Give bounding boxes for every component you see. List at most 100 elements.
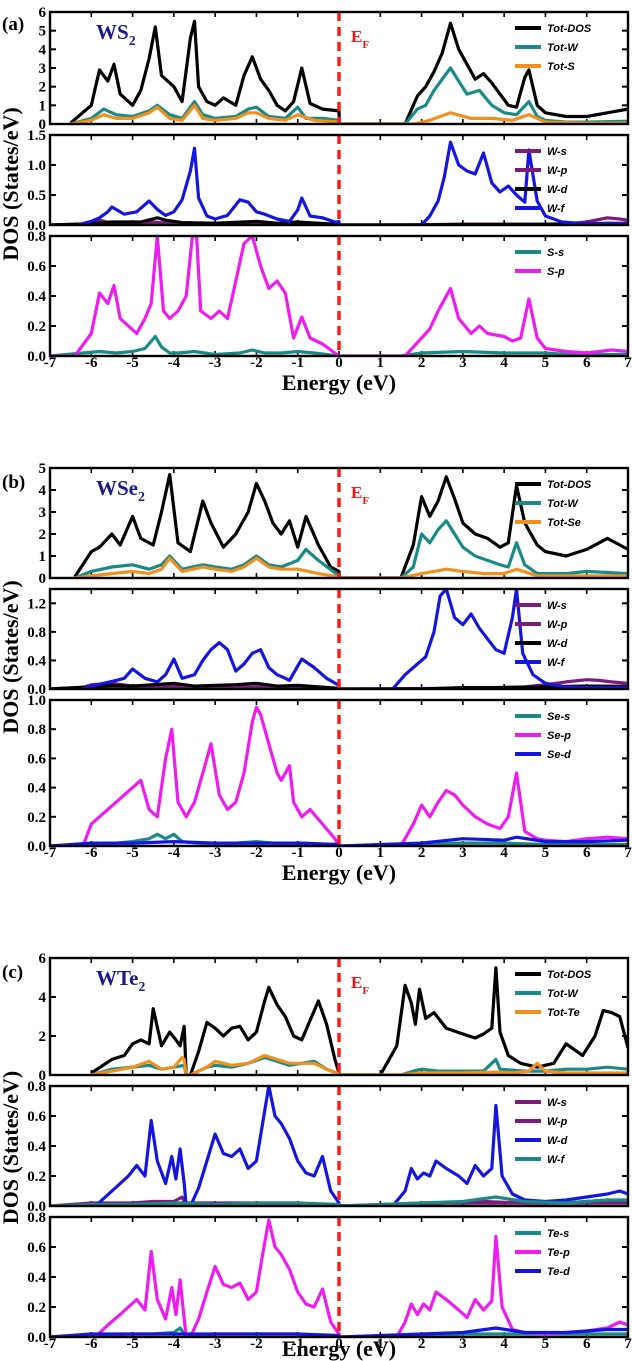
- y-tick-label: 0.0: [27, 1330, 46, 1346]
- legend-label: Tot-Se: [547, 517, 581, 529]
- legend-label: W-f: [547, 1154, 566, 1166]
- x-tick-label: 0: [335, 845, 343, 861]
- series-line-s-p: [50, 236, 628, 356]
- series-line-tot-w: [90, 1055, 628, 1075]
- y-tick-label: 0: [39, 117, 47, 133]
- series-line-w-d: [94, 1086, 628, 1206]
- material-label: WS2: [96, 20, 136, 49]
- y-tick-label: 5: [39, 24, 47, 40]
- panel-label: (c): [2, 962, 23, 983]
- y-tick-label: 0.5: [27, 188, 46, 204]
- x-tick-label: 3: [459, 355, 467, 371]
- y-tick-label: 0.0: [27, 839, 46, 855]
- x-tick-label: 2: [418, 845, 426, 861]
- plot-frame: [48, 1215, 630, 1339]
- material-name: WS: [96, 20, 129, 44]
- y-tick-label: 0.0: [27, 682, 46, 698]
- legend-label: S-p: [547, 266, 565, 278]
- y-tick-label: 2: [39, 80, 47, 96]
- legend-label: W-d: [547, 184, 568, 196]
- plot-frame: [48, 1084, 630, 1208]
- legend-label: W-p: [547, 1116, 568, 1128]
- x-tick-label: 6: [583, 845, 591, 861]
- x-tick-label: -3: [209, 845, 222, 861]
- subplot-1: 0.0 0.2 0.4 0.6 0.8 W-s W-p W-d W-f: [27, 1079, 630, 1215]
- fermi-label: EF: [351, 483, 369, 507]
- x-tick-label: 5: [542, 355, 550, 371]
- series-group: [50, 236, 628, 356]
- x-tick-label: 0: [335, 355, 343, 371]
- x-tick-label: -3: [209, 355, 222, 371]
- subplot-2: 0.0 0.2 0.4 0.6 0.8 1.0 Se-s Se-p Se-d: [27, 693, 630, 855]
- x-tick-label: -6: [85, 845, 98, 861]
- subplot-1: 0.0 0.4 0.8 1.2 W-s W-p W-d W-f: [27, 587, 630, 698]
- x-tick-label: 7: [624, 1336, 632, 1352]
- legend-label: W-s: [547, 1097, 567, 1109]
- subplot-1: 0.0 0.5 1.0 1.5 W-s W-p W-d W-f: [27, 128, 630, 234]
- x-tick-label: 6: [583, 355, 591, 371]
- x-tick-label: -7: [44, 1336, 57, 1352]
- subplot-2: 0.0 0.2 0.4 0.6 0.8 Te-s Te-p Te-d: [27, 1210, 630, 1346]
- series-line-tot-se: [74, 556, 628, 578]
- y-tick-label: 4: [39, 483, 47, 499]
- y-tick-label: 3: [39, 505, 47, 521]
- x-tick-label: -5: [126, 1336, 139, 1352]
- y-tick-label: 0.4: [27, 653, 46, 669]
- y-tick-label: 0.8: [27, 229, 46, 245]
- fermi-symbol: E: [351, 973, 362, 992]
- legend-label: W-p: [547, 619, 568, 631]
- y-tick-label: 0.2: [27, 1169, 46, 1185]
- x-tick-label: -1: [291, 1336, 304, 1352]
- y-tick-label: 0.4: [27, 781, 46, 797]
- x-tick-label: -7: [44, 845, 57, 861]
- y-tick-label: 0.2: [27, 319, 46, 335]
- legend-label: W-p: [547, 165, 568, 177]
- y-tick-label: 0.4: [27, 1139, 46, 1155]
- x-tick-label: 1: [377, 1336, 385, 1352]
- y-tick-label: 0.8: [27, 1210, 46, 1226]
- x-tick-label: -6: [85, 1336, 98, 1352]
- y-axis-label: DOS (States/eV): [0, 580, 23, 733]
- y-tick-label: 0.6: [27, 1240, 46, 1256]
- x-tick-label: 4: [500, 1336, 508, 1352]
- y-tick-label: 0.4: [27, 289, 46, 305]
- material-label: WSe2: [96, 476, 145, 505]
- series-line-w-d: [50, 681, 628, 689]
- y-tick-label: 0.0: [27, 349, 46, 365]
- series-line-tot-te: [91, 1053, 628, 1075]
- legend-label: Tot-W: [547, 988, 579, 1000]
- plot-frame: [48, 10, 630, 126]
- subplot-2: 0.0 0.2 0.4 0.6 0.8 S-s S-p: [27, 229, 630, 365]
- y-tick-label: 6: [39, 5, 47, 21]
- x-tick-label: 5: [542, 845, 550, 861]
- series-line-tot-dos: [69, 19, 628, 124]
- x-tick-label: 6: [583, 1336, 591, 1352]
- legend-label: Tot-W: [547, 42, 579, 54]
- series-line-s-s: [50, 334, 628, 356]
- y-tick-label: 5: [39, 461, 47, 477]
- legend-label: W-s: [547, 146, 567, 158]
- y-tick-label: 4: [39, 990, 47, 1006]
- series-group: [69, 19, 628, 124]
- y-tick-label: 1.0: [27, 158, 46, 174]
- x-tick-label: -6: [85, 355, 98, 371]
- legend-label: W-s: [547, 600, 567, 612]
- x-tick-label: -4: [168, 355, 181, 371]
- fermi-symbol: E: [351, 27, 362, 46]
- plot-frame: [48, 587, 630, 691]
- x-tick-label: 7: [624, 845, 632, 861]
- plot-frame: [48, 234, 630, 358]
- plot-frame: [48, 133, 630, 227]
- y-tick-label: 3: [39, 61, 47, 77]
- material-subscript: 2: [129, 34, 136, 49]
- plot-frame: [48, 698, 630, 848]
- x-axis-label: Energy (eV): [282, 1336, 396, 1361]
- material-name: WSe: [96, 476, 138, 500]
- series-line-tot-s: [70, 103, 628, 124]
- x-tick-label: 4: [500, 845, 508, 861]
